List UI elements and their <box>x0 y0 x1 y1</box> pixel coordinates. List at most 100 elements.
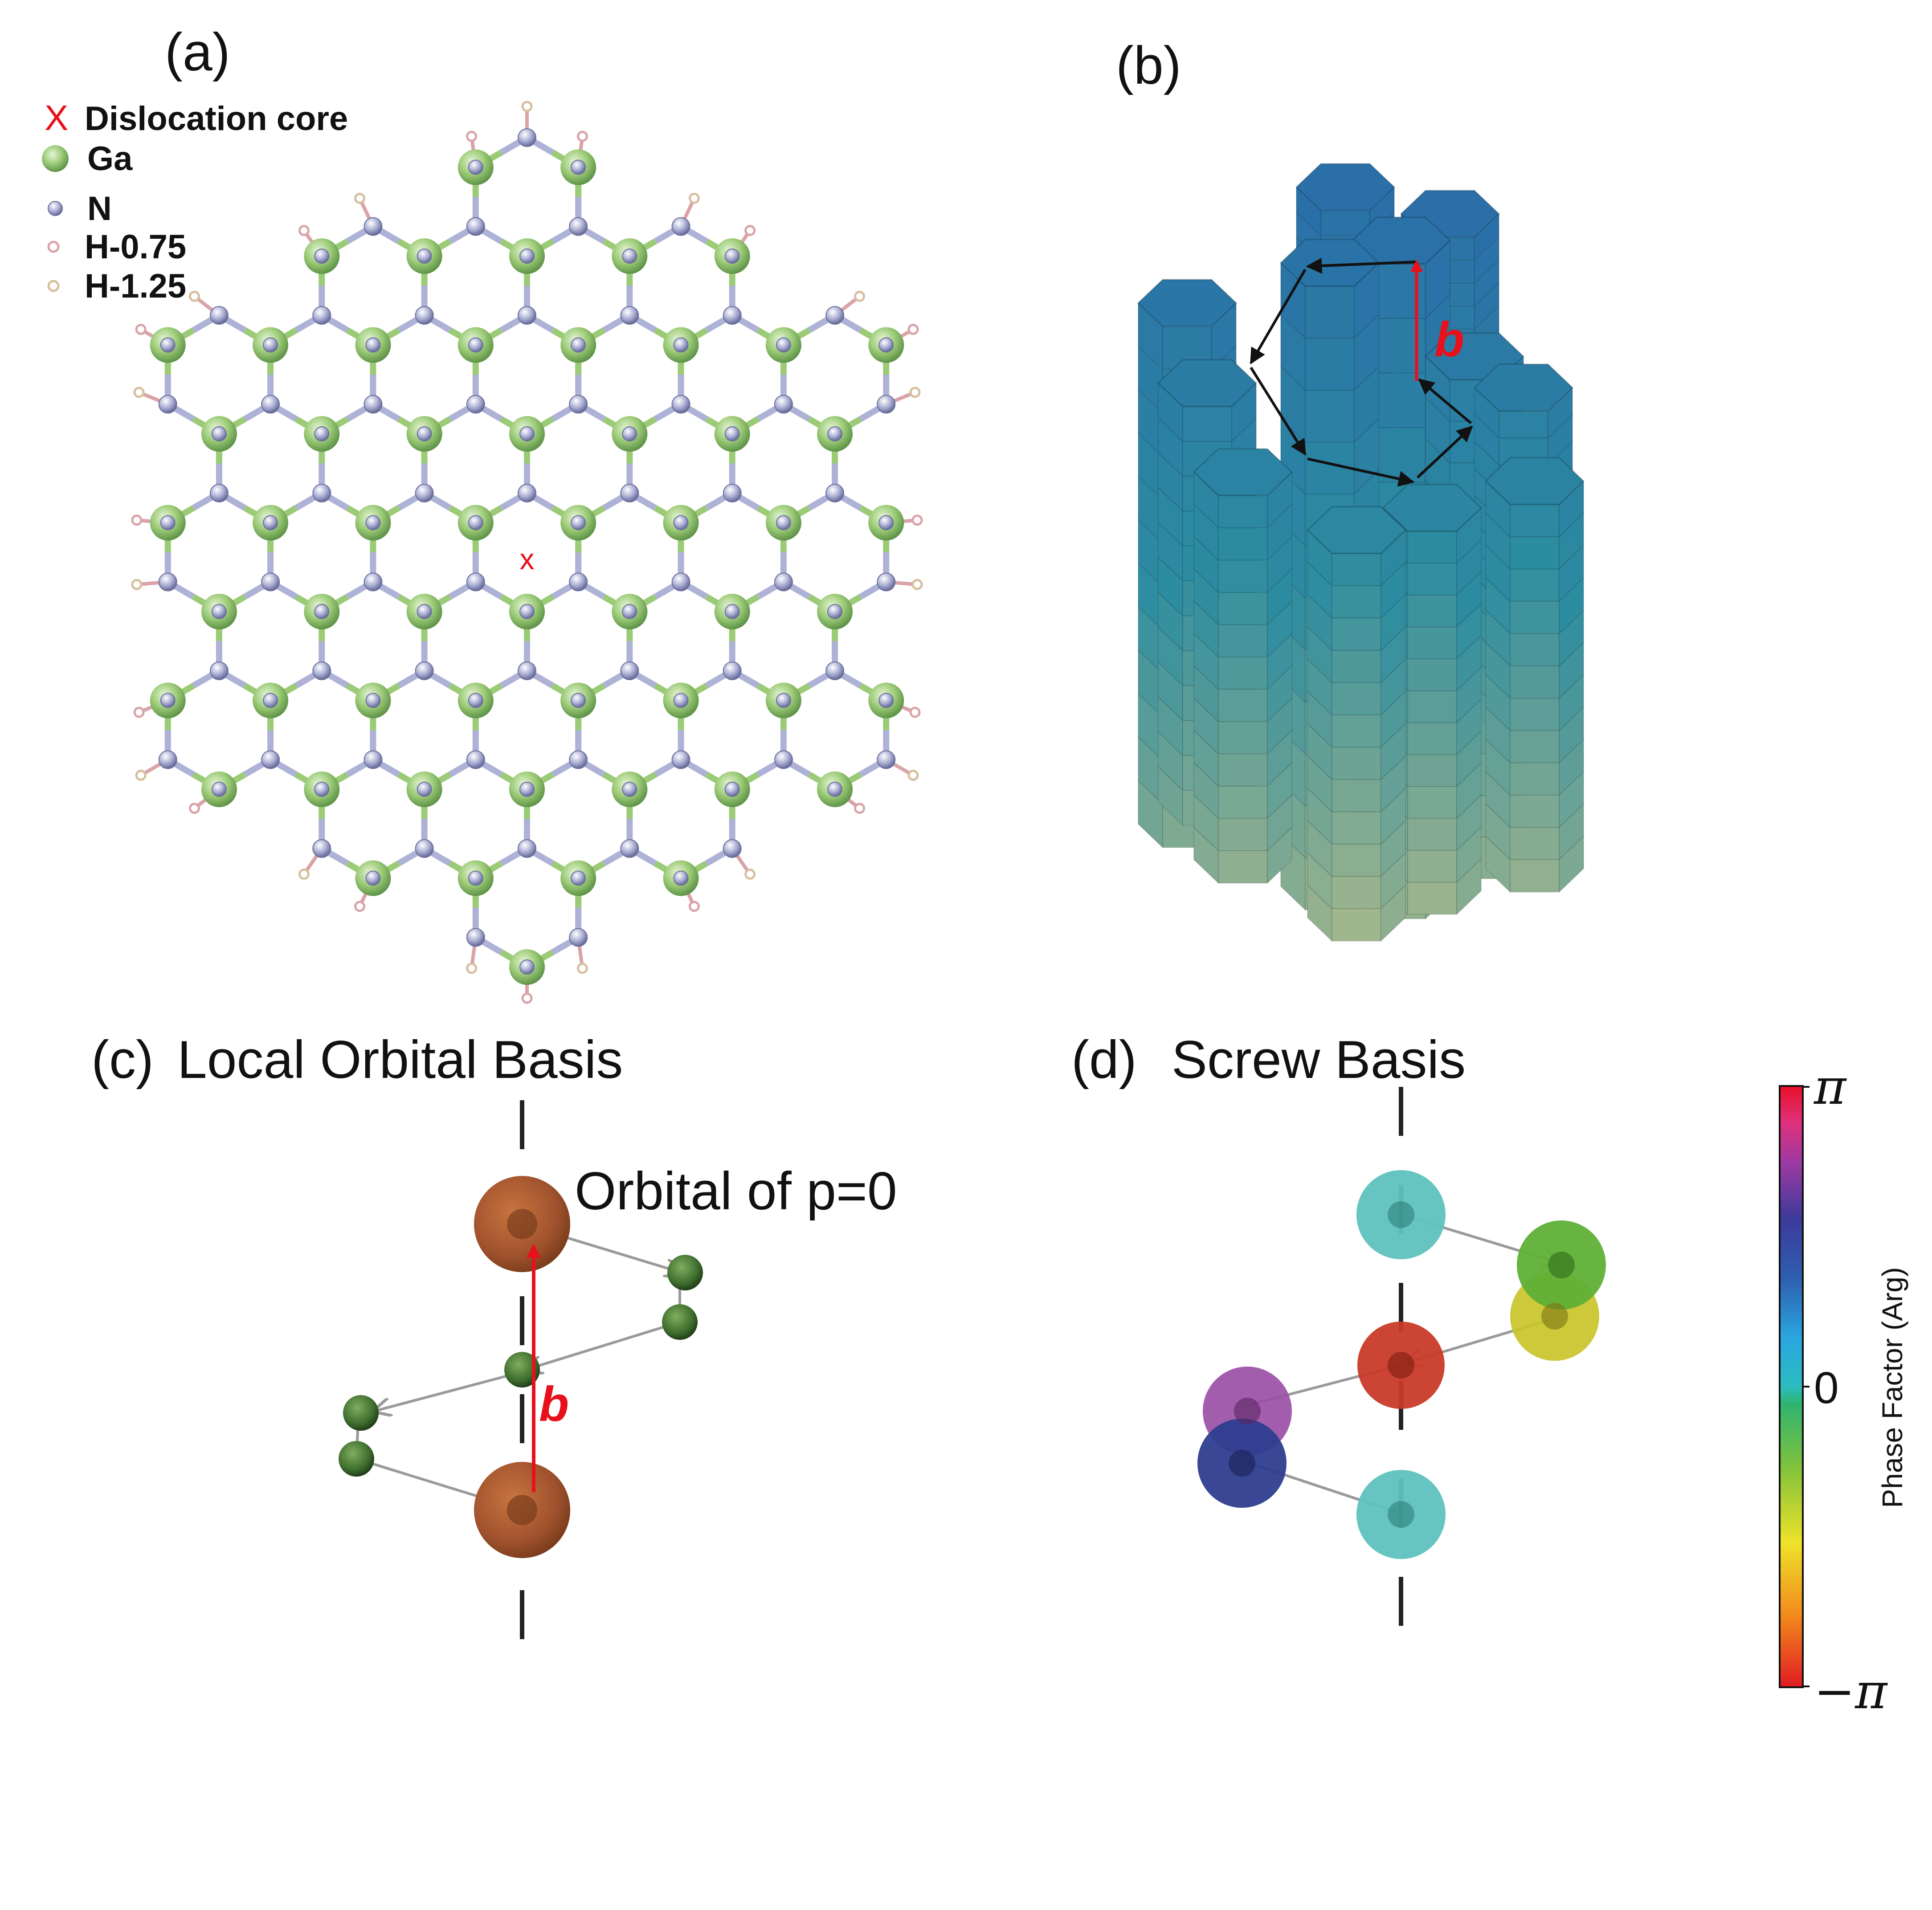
n-atom <box>776 515 791 531</box>
n-atom <box>263 693 278 708</box>
n-atom <box>468 870 483 886</box>
n-atom <box>723 661 742 680</box>
panel-a-label: (a) <box>165 22 230 82</box>
n-atom <box>415 306 434 325</box>
n-atom <box>518 306 536 325</box>
circuit-arrow <box>1250 367 1307 456</box>
n-atom <box>468 693 483 708</box>
n-atom <box>209 306 229 325</box>
column-face <box>1332 844 1381 877</box>
legend-label-h075: H-0.75 <box>85 228 186 266</box>
h075-atom <box>576 131 588 142</box>
column-face <box>1510 633 1560 667</box>
legend-h075: H-0.75 <box>47 228 186 266</box>
n-atom <box>160 693 176 708</box>
column-face <box>1407 786 1457 819</box>
column-top <box>1137 279 1238 327</box>
h075-atom <box>133 706 145 718</box>
h075-atom <box>298 224 310 236</box>
n-atom <box>519 604 535 619</box>
column-face <box>1381 884 1406 942</box>
column-face <box>1376 372 1426 429</box>
column-face <box>1218 559 1268 593</box>
sphere-center-dot <box>1234 1398 1261 1424</box>
column-face <box>1499 410 1548 439</box>
n-atom <box>571 693 586 708</box>
n-atom <box>466 217 485 236</box>
h075-atom <box>909 706 921 718</box>
n-atom <box>569 928 588 947</box>
circuit-arrow <box>1418 378 1472 424</box>
column-face <box>1332 650 1381 683</box>
column-face <box>1510 730 1560 763</box>
circuit-arrow <box>1250 269 1307 365</box>
n-atom <box>364 395 383 414</box>
n-atom-icon <box>48 201 63 216</box>
h075-atom <box>188 803 200 814</box>
legend-label-n: N <box>87 190 112 228</box>
n-atom <box>569 217 588 236</box>
small-orbital <box>343 1395 379 1431</box>
n-atom <box>365 693 381 708</box>
h075-atom <box>135 324 147 335</box>
column-top <box>1473 363 1574 412</box>
dislocation-core-marker: x <box>520 543 535 575</box>
n-atom <box>158 395 177 414</box>
column-face <box>1218 721 1268 755</box>
n-atom <box>571 337 586 353</box>
n-atom <box>415 839 434 858</box>
n-atom <box>774 395 793 414</box>
column-top <box>1306 506 1407 554</box>
n-atom <box>312 839 331 858</box>
n-atom <box>466 572 485 592</box>
n-atom <box>160 515 176 531</box>
column-face <box>1407 850 1457 883</box>
h125-atom <box>909 387 921 398</box>
n-atom <box>365 337 381 353</box>
small-orbital <box>504 1352 540 1388</box>
legend-ga: Ga <box>42 140 133 178</box>
sphere-center-dot <box>1388 1201 1414 1228</box>
n-atom <box>519 959 535 975</box>
column-face <box>1407 658 1457 691</box>
h075-atom <box>688 901 700 912</box>
column-face <box>1510 568 1560 602</box>
panel-d-title: Screw Basis <box>1172 1030 1466 1090</box>
n-atom <box>673 693 689 708</box>
sphere-center-dot <box>1548 1252 1575 1278</box>
n-atom <box>468 515 483 531</box>
n-atom <box>211 604 227 619</box>
h125-atom <box>188 290 200 302</box>
h075-atom-icon <box>47 241 60 253</box>
n-atom <box>211 782 227 797</box>
n-atom <box>158 750 177 769</box>
column-face <box>1407 690 1457 723</box>
orbital-sphere-center-dot <box>507 1495 537 1525</box>
n-atom <box>620 306 639 325</box>
n-atom <box>622 249 637 264</box>
n-atom <box>209 661 229 680</box>
n-atom <box>518 128 536 147</box>
column-face <box>1332 682 1381 716</box>
n-atom <box>160 337 176 353</box>
column-face <box>1510 762 1560 796</box>
n-atom <box>571 870 586 886</box>
n-atom <box>312 661 331 680</box>
column-face <box>1510 665 1560 699</box>
column-face <box>1510 601 1560 634</box>
n-atom <box>724 426 740 441</box>
h075-atom <box>911 514 923 526</box>
n-atom <box>620 839 639 858</box>
circuit-arrow <box>1306 257 1417 274</box>
n-atom <box>519 426 535 441</box>
n-atom <box>620 661 639 680</box>
h075-atom <box>354 901 366 912</box>
n-atom <box>417 426 432 441</box>
burgers-circuit <box>1250 257 1473 487</box>
n-atom <box>723 306 742 325</box>
h125-atom <box>521 101 533 112</box>
small-orbital <box>667 1255 703 1290</box>
column-top <box>1484 457 1585 505</box>
n-atom <box>314 782 330 797</box>
column-face <box>1332 617 1381 651</box>
